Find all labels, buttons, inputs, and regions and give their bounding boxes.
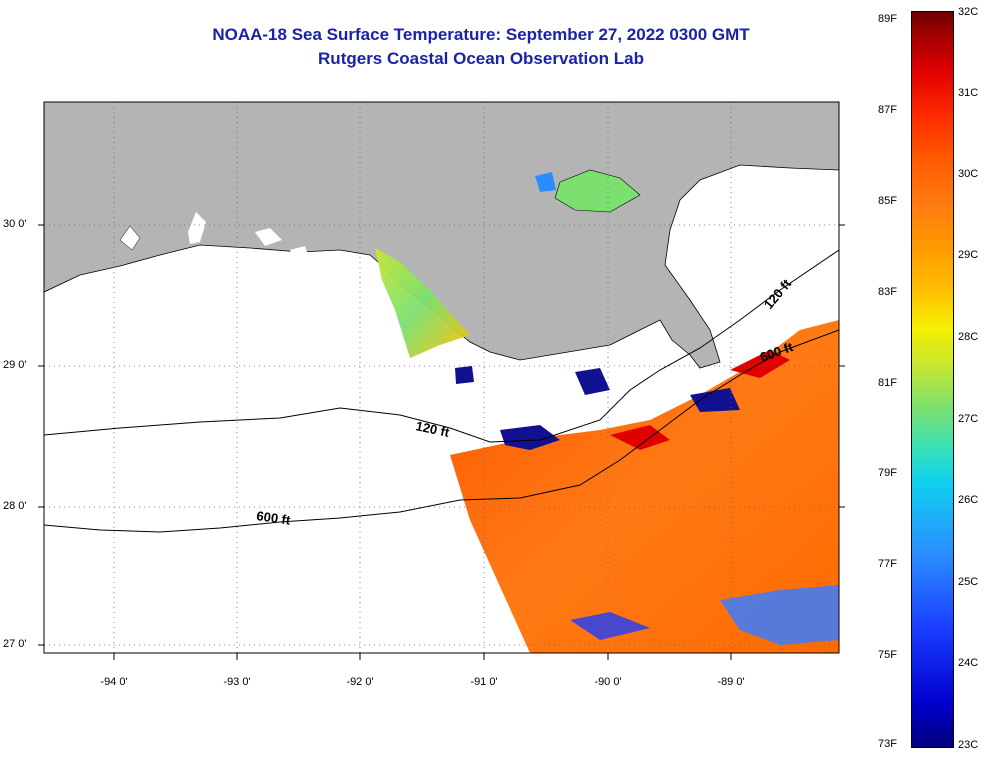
axis-ticks xyxy=(38,224,845,660)
colorbar-c-26: 26C xyxy=(958,494,979,506)
lon-label-94: -94 0' xyxy=(100,676,128,688)
colorbar-c-25: 25C xyxy=(958,576,979,588)
cloud-edge-patch-3 xyxy=(690,388,740,412)
lat-label-29: 29 0' xyxy=(3,359,27,371)
colorbar-f-73: 73F xyxy=(878,738,897,750)
colorbar-f-83: 83F xyxy=(878,286,897,298)
colorbar-f-75: 75F xyxy=(878,649,897,661)
colorbar-c-23: 23C xyxy=(958,739,979,751)
colorbar-c-24: 24C xyxy=(958,657,979,669)
land-lake-3 xyxy=(255,228,282,246)
lake-pontchartrain-sst xyxy=(554,169,641,213)
contour-label-120-central: 120 ft xyxy=(414,418,451,440)
land-lake-4 xyxy=(290,246,310,262)
cloud-edge-patch-2 xyxy=(575,368,610,395)
land-area xyxy=(44,102,839,369)
colorbar-c-31: 31C xyxy=(958,87,979,99)
graticule xyxy=(44,102,839,653)
colorbar-f-89: 89F xyxy=(878,13,897,25)
lon-label-90: -90 0' xyxy=(594,676,622,688)
lon-label-89: -89 0' xyxy=(717,676,745,688)
lat-label-28: 28 0' xyxy=(3,500,27,512)
contour-600ft xyxy=(44,329,839,533)
lake-maurepas-sst xyxy=(535,172,556,192)
lon-label-92: -92 0' xyxy=(346,676,374,688)
colorbar-c-27: 27C xyxy=(958,413,979,425)
sst-swath xyxy=(450,320,839,653)
colorbar-f-87: 87F xyxy=(878,104,897,116)
hot-spot xyxy=(610,425,670,450)
cool-patch-south xyxy=(720,585,839,645)
colorbar-f-85: 85F xyxy=(878,195,897,207)
cool-patch-south-2 xyxy=(570,612,650,640)
lat-label-27: 27 0' xyxy=(3,638,27,650)
colorbar-f-81: 81F xyxy=(878,377,897,389)
contour-120ft xyxy=(44,249,839,443)
cloud-edge-patch-4 xyxy=(455,366,474,384)
map-border xyxy=(43,101,840,654)
map-subtitle: Rutgers Coastal Ocean Observation Lab xyxy=(318,49,644,68)
colorbar-c-29: 29C xyxy=(958,249,979,261)
colorbar-f-77: 77F xyxy=(878,558,897,570)
colorbar-c-32: 32C xyxy=(958,6,979,18)
colorbar-c-30: 30C xyxy=(958,168,979,180)
lon-label-91: -91 0' xyxy=(470,676,498,688)
map-title: NOAA-18 Sea Surface Temperature: Septemb… xyxy=(212,25,750,44)
land-lake-2 xyxy=(188,212,206,244)
shelf-sst-patch xyxy=(375,248,470,358)
colorbar-f-79: 79F xyxy=(878,467,897,479)
lon-label-93: -93 0' xyxy=(223,676,251,688)
colorbar-c-28: 28C xyxy=(958,331,979,343)
temperature-colorbar xyxy=(911,11,954,748)
cloud-edge-patch xyxy=(500,425,560,450)
lat-label-30: 30 0' xyxy=(3,218,27,230)
land-lake-1 xyxy=(119,225,141,251)
contour-label-600-west: 600 ft xyxy=(256,508,292,528)
